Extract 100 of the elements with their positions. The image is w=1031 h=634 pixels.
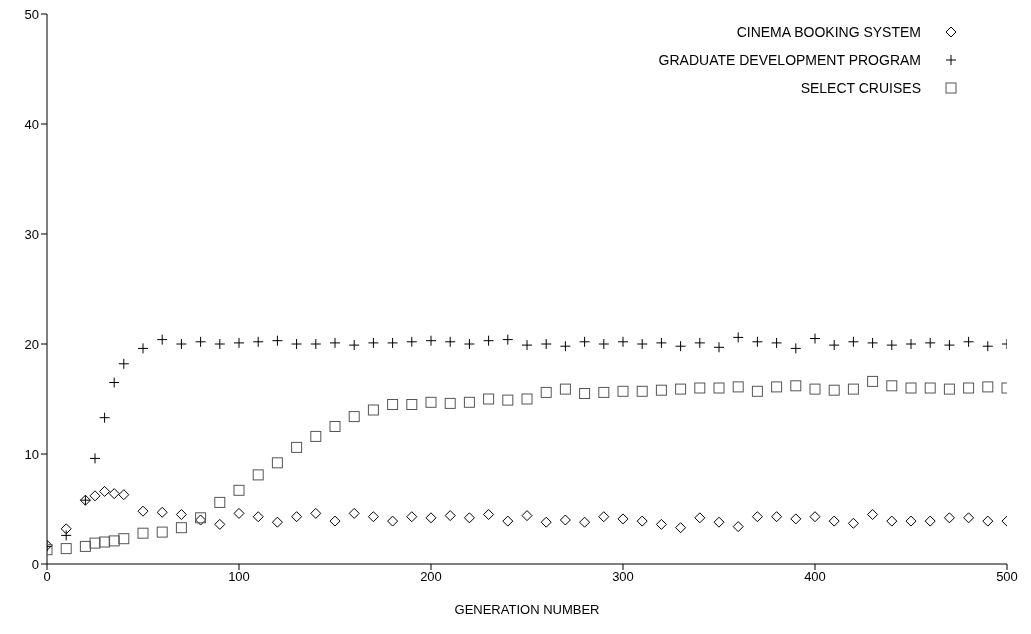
- point: [655, 384, 667, 396]
- point: [329, 337, 341, 349]
- point: [694, 382, 706, 394]
- point: [771, 381, 783, 393]
- point: [924, 337, 936, 349]
- point: [175, 522, 187, 534]
- point: [559, 514, 571, 526]
- point: [137, 505, 149, 517]
- point: [137, 342, 149, 354]
- point: [367, 404, 379, 416]
- point: [444, 336, 456, 348]
- point: [867, 337, 879, 349]
- point: [348, 339, 360, 351]
- point: [559, 340, 571, 352]
- point: [156, 526, 168, 538]
- point: [108, 488, 120, 500]
- point: [406, 399, 418, 410]
- point: [790, 513, 802, 525]
- point: [924, 515, 936, 527]
- point: [387, 337, 399, 349]
- point: [463, 396, 475, 408]
- point: [617, 336, 629, 348]
- point: [118, 489, 130, 501]
- x-tick-label: 500: [996, 569, 1018, 585]
- point: [847, 336, 859, 348]
- point: [310, 338, 322, 350]
- point: [156, 506, 168, 518]
- point: [694, 512, 706, 524]
- point: [655, 518, 667, 530]
- point: [790, 380, 802, 392]
- point: [60, 529, 72, 541]
- point: [771, 511, 783, 523]
- point: [771, 337, 783, 349]
- point: [502, 334, 514, 346]
- point: [348, 507, 360, 519]
- point: [579, 388, 591, 399]
- point: [579, 516, 591, 528]
- point: [156, 334, 168, 346]
- point: [99, 485, 111, 497]
- point: [60, 543, 72, 555]
- point: [521, 510, 533, 522]
- point: [214, 496, 226, 508]
- point: [751, 511, 763, 523]
- legend-label: SELECT CRUISES: [800, 80, 921, 96]
- legend-label: CINEMA BOOKING SYSTEM: [736, 24, 921, 40]
- point: [137, 527, 149, 539]
- x-tick-label: 300: [612, 569, 634, 585]
- point: [636, 338, 648, 350]
- point: [483, 335, 495, 347]
- point: [732, 331, 744, 343]
- point: [483, 393, 495, 405]
- point: [924, 382, 936, 394]
- point: [252, 336, 264, 348]
- point: [943, 383, 955, 395]
- point: [118, 533, 130, 545]
- point: [886, 380, 898, 392]
- point: [291, 511, 303, 523]
- point: [521, 339, 533, 351]
- y-tick-label: 50: [24, 6, 39, 22]
- x-tick-label: 100: [228, 569, 250, 585]
- point: [713, 516, 725, 528]
- point: [655, 337, 667, 349]
- point: [617, 513, 629, 525]
- point: [367, 337, 379, 349]
- point: [252, 511, 264, 523]
- point: [483, 509, 495, 520]
- point: [694, 337, 706, 349]
- point: [809, 333, 821, 344]
- y-tick-label: 40: [24, 116, 39, 132]
- point: [867, 509, 879, 520]
- point: [559, 383, 571, 395]
- point: [99, 536, 111, 548]
- point: [89, 490, 101, 502]
- point: [617, 385, 629, 397]
- x-tick-label: 0: [43, 569, 51, 585]
- point: [271, 516, 283, 528]
- point: [291, 441, 303, 453]
- point: [79, 540, 91, 552]
- point: [828, 339, 840, 351]
- point: [675, 340, 687, 352]
- point: [675, 383, 687, 395]
- y-tick-label: 10: [24, 446, 39, 462]
- point: [713, 341, 725, 353]
- point: [943, 339, 955, 351]
- point: [828, 515, 840, 527]
- point: [540, 338, 552, 350]
- point: [444, 397, 456, 409]
- point: [118, 358, 130, 370]
- y-tick-label: 20: [24, 336, 39, 352]
- point: [732, 381, 744, 393]
- point: [271, 335, 283, 347]
- point: [310, 430, 322, 442]
- point: [521, 393, 533, 405]
- point: [108, 535, 120, 547]
- point: [982, 515, 994, 527]
- point: [89, 452, 101, 464]
- point: [598, 386, 610, 398]
- point: [598, 511, 610, 523]
- point: [675, 522, 687, 534]
- point: [579, 336, 591, 348]
